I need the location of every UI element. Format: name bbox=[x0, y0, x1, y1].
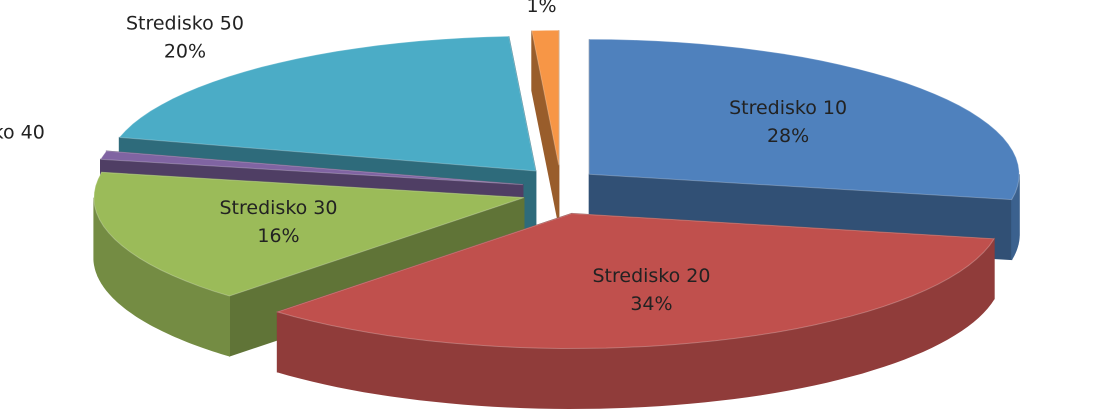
slice bbox=[275, 212, 996, 350]
slice bbox=[531, 29, 560, 166]
data-label-value: 1% bbox=[526, 0, 556, 17]
data-label-name: Stredisko 40 bbox=[0, 121, 45, 143]
slice-wall bbox=[93, 197, 230, 357]
slice bbox=[588, 38, 1020, 201]
slice bbox=[99, 150, 523, 186]
data-label-value: 20% bbox=[164, 40, 206, 62]
slice bbox=[93, 171, 525, 297]
data-label-value: 16% bbox=[257, 225, 299, 247]
slice bbox=[118, 35, 537, 172]
data-label-name: Stredisko 10 bbox=[729, 97, 847, 119]
data-label-name: Stredisko 20 bbox=[592, 265, 710, 287]
data-label-value: 1% bbox=[0, 149, 1, 171]
data-label-value: 34% bbox=[630, 293, 672, 315]
slice-wall bbox=[276, 237, 995, 410]
data-label-name: Stredisko 30 bbox=[219, 197, 337, 219]
slice-wall bbox=[1011, 174, 1020, 260]
data-label-value: 28% bbox=[767, 125, 809, 147]
data-label-name: Stredisko 50 bbox=[126, 12, 244, 34]
